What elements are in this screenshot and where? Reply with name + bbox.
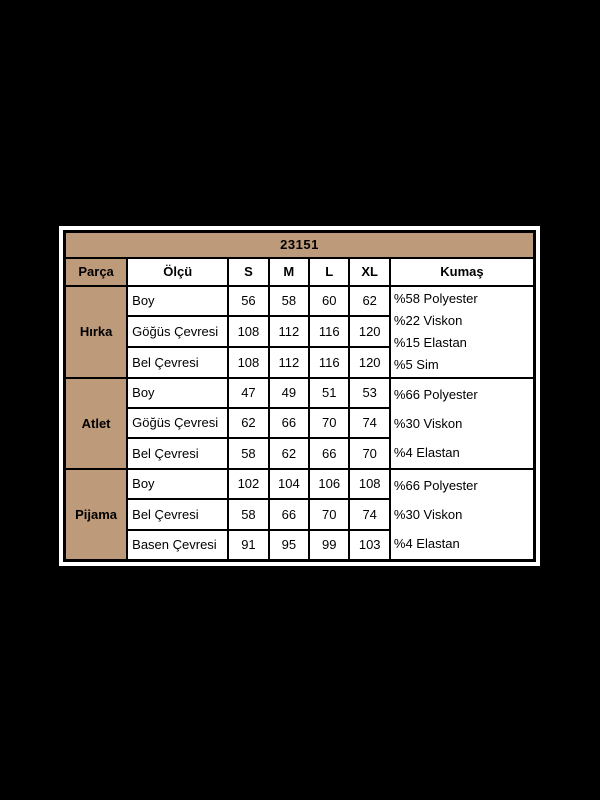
measure-label: Göğüs Çevresi [126, 406, 230, 440]
size-value: 108 [227, 345, 270, 379]
size-value: 95 [267, 528, 311, 561]
fabric-line: %58 Polyester [393, 290, 478, 306]
size-value: 70 [308, 498, 351, 531]
measure-label: Bel Çevresi [126, 345, 230, 379]
column-header-parca: Parça [63, 256, 129, 287]
fabric-composition: %58 Polyester %22 Viskon %15 Elastan %5 Sim [388, 284, 536, 379]
column-header-s: S [227, 256, 270, 287]
chart-title: 23151 [63, 230, 536, 259]
size-value: 62 [227, 406, 270, 440]
fabric-line: %66 Polyester [393, 477, 478, 493]
size-value: 116 [308, 315, 351, 348]
size-value: 66 [267, 406, 311, 440]
fabric-line: %30 Viskon [393, 415, 463, 431]
size-value: 60 [308, 284, 351, 318]
measure-row: Bel Çevresi 58 62 66 70 [65, 437, 535, 470]
column-header-xl: XL [348, 256, 391, 287]
column-header-l: L [308, 256, 351, 287]
size-table-body: 23151 Parça Ölçü S M L XL Kumaş Hırka Boy… [63, 230, 536, 561]
group-name: Pijama [63, 467, 129, 561]
column-header-m: M [267, 256, 311, 287]
size-value: 49 [267, 376, 311, 409]
size-value: 62 [348, 284, 391, 318]
size-value: 74 [348, 498, 391, 531]
size-value: 62 [267, 437, 311, 470]
size-value: 74 [348, 406, 391, 440]
measure-row: Bel Çevresi 108 112 116 120 [65, 345, 535, 379]
header-row: Parça Ölçü S M L XL Kumaş [63, 256, 536, 287]
column-header-kumas: Kumaş [388, 256, 536, 287]
measure-label: Göğüs Çevresi [126, 315, 230, 348]
size-table: 23151 Parça Ölçü S M L XL Kumaş Hırka Boy… [63, 230, 536, 562]
measure-row: Hırka Boy 56 58 60 62 %58 Polyester %22 Viskon%… [63, 284, 536, 379]
measure-row: Atlet Boy 47 49 51 53 %66 Polyester %30 Viskon%… [63, 376, 536, 470]
size-value: 58 [227, 498, 270, 531]
size-chart: 23151 Parça Ölçü S M L XL Kumaş Hırka Boy… [59, 226, 540, 566]
measure-label: Bel Çevresi [126, 498, 230, 531]
measure-row: Basen Çevresi 91 95 99 103 [65, 528, 535, 561]
size-value: 112 [267, 315, 311, 348]
size-value: 104 [267, 467, 311, 500]
size-value: 120 [348, 315, 391, 348]
size-value: 51 [308, 376, 351, 409]
size-value: 112 [267, 345, 311, 379]
group-name: Atlet [63, 376, 129, 470]
size-value: 91 [227, 528, 270, 561]
measure-row: Pijama Boy 102 104 106 108 %66 Polyester %30 Vi… [63, 467, 536, 561]
measure-label: Bel Çevresi [126, 437, 230, 470]
size-value: 56 [227, 284, 270, 318]
group-name: Hırka [63, 284, 129, 379]
size-value: 108 [348, 467, 391, 500]
size-value: 103 [348, 528, 391, 561]
size-value: 120 [348, 345, 391, 379]
size-value: 70 [348, 437, 391, 470]
measure-label: Basen Çevresi [126, 528, 230, 561]
fabric-line: %30 Viskon [393, 506, 463, 522]
fabric-composition: %66 Polyester %30 Viskon %4 Elastan [388, 467, 536, 561]
size-value: 66 [308, 437, 351, 470]
size-value: 47 [227, 376, 270, 409]
title-row: 23151 [63, 230, 536, 259]
size-value: 58 [227, 437, 270, 470]
fabric-line: %4 Elastan [393, 535, 460, 551]
size-value: 116 [308, 345, 351, 379]
measure-row: Bel Çevresi 58 66 70 74 [65, 498, 535, 531]
fabric-line: %4 Elastan [393, 444, 460, 460]
size-value: 58 [267, 284, 311, 318]
measure-row: Göğüs Çevresi 108 112 116 120 [65, 315, 535, 348]
column-header-olcu: Ölçü [126, 256, 230, 287]
size-value: 108 [227, 315, 270, 348]
measure-row: Göğüs Çevresi 62 66 70 74 [65, 406, 535, 440]
fabric-line: %22 Viskon [393, 312, 463, 328]
size-value: 102 [227, 467, 270, 500]
measure-label: Boy [126, 467, 230, 500]
size-value: 99 [308, 528, 351, 561]
measure-label: Boy [126, 284, 230, 318]
size-value: 66 [267, 498, 311, 531]
size-value: 53 [348, 376, 391, 409]
fabric-composition: %66 Polyester %30 Viskon %4 Elastan [388, 376, 536, 470]
fabric-line: %5 Sim [393, 356, 439, 372]
measure-label: Boy [126, 376, 230, 409]
size-value: 106 [308, 467, 351, 500]
fabric-line: %66 Polyester [393, 386, 478, 402]
size-value: 70 [308, 406, 351, 440]
fabric-line: %15 Elastan [393, 334, 467, 350]
